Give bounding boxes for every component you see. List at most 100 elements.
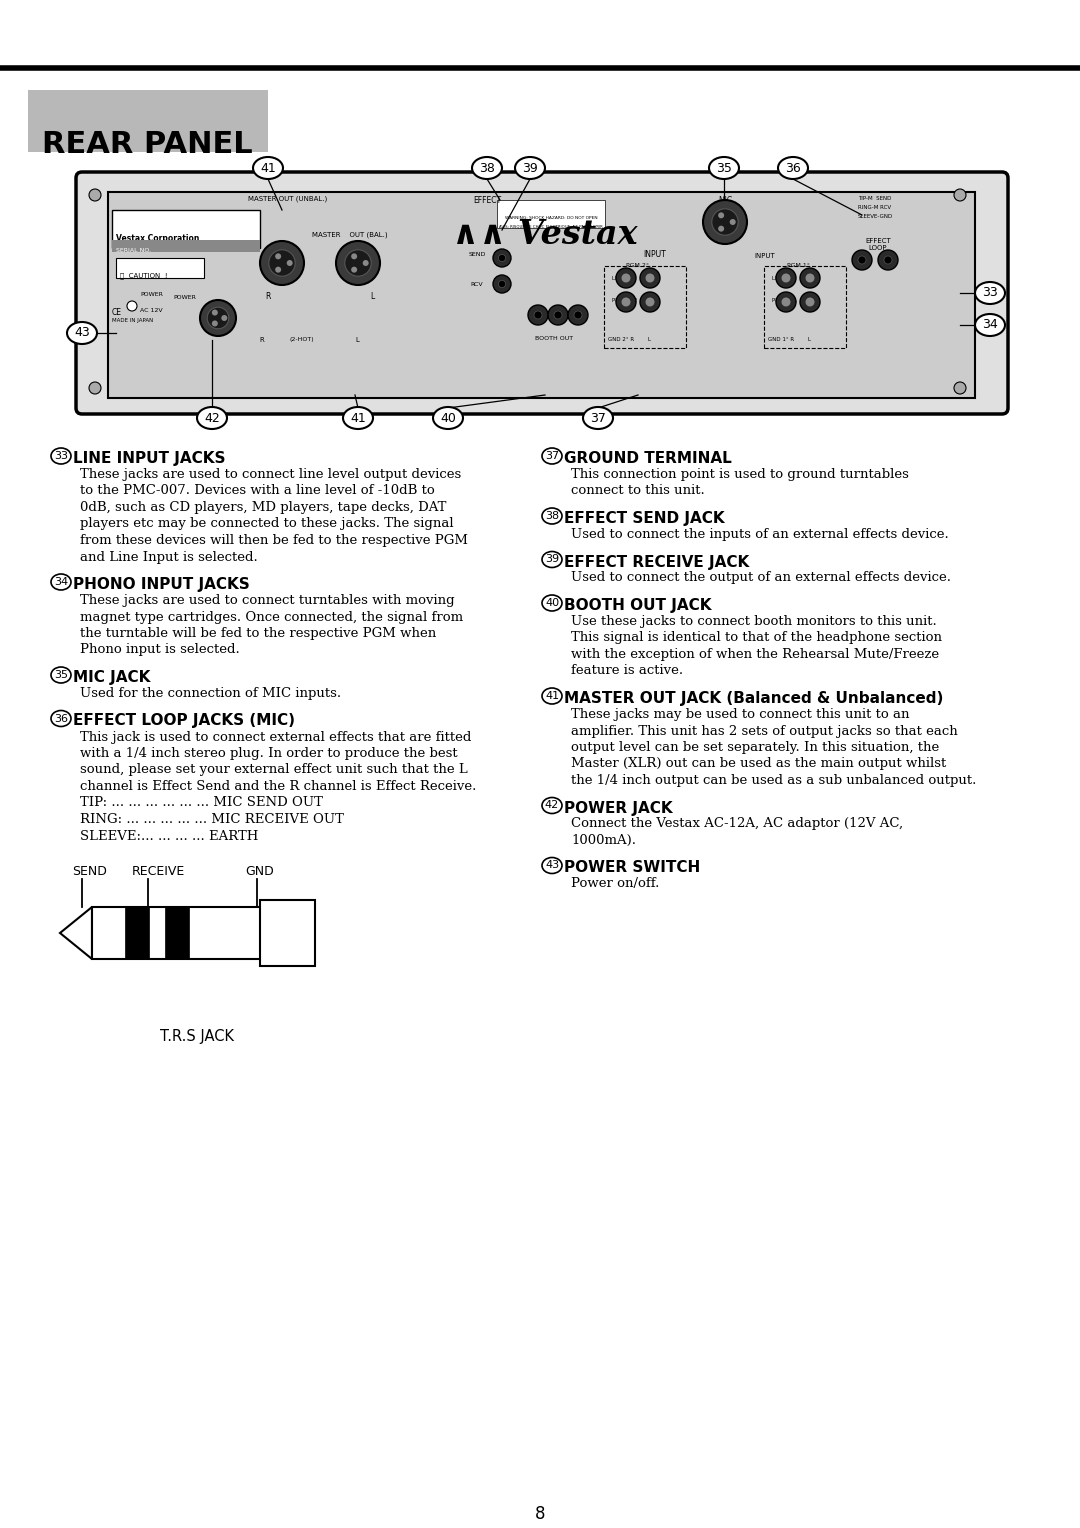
Ellipse shape <box>778 157 808 179</box>
Text: Used for the connection of MIC inputs.: Used for the connection of MIC inputs. <box>80 688 341 700</box>
Text: with the exception of when the Rehearsal Mute/Freeze: with the exception of when the Rehearsal… <box>571 648 940 662</box>
Text: channel is Effect Send and the R channel is Effect Receive.: channel is Effect Send and the R channel… <box>80 779 476 793</box>
Circle shape <box>207 307 229 329</box>
Circle shape <box>646 274 654 283</box>
Circle shape <box>200 299 237 336</box>
Text: These jacks are used to connect line level output devices: These jacks are used to connect line lev… <box>80 468 461 481</box>
Text: POWER: POWER <box>174 295 197 299</box>
Text: SERIAL NO.: SERIAL NO. <box>116 248 151 254</box>
Text: 35: 35 <box>54 669 68 680</box>
Text: AVIS: RISQUE DE CHOC ELECTRIQUE: NE PAS OUVRIR: AVIS: RISQUE DE CHOC ELECTRIQUE: NE PAS … <box>499 225 603 228</box>
Ellipse shape <box>542 857 562 874</box>
Text: R: R <box>259 338 265 342</box>
Text: SLEEVE-GND: SLEEVE-GND <box>858 214 893 219</box>
Text: 41: 41 <box>545 691 559 701</box>
Circle shape <box>777 292 796 312</box>
Text: Vestax Corporation: Vestax Corporation <box>116 234 200 243</box>
Ellipse shape <box>708 157 739 179</box>
Text: SEND: SEND <box>469 252 486 257</box>
Ellipse shape <box>343 406 373 429</box>
Text: 41: 41 <box>350 411 366 425</box>
Circle shape <box>89 382 102 394</box>
Text: 34: 34 <box>982 318 998 332</box>
Text: WARNING: SHOCK HAZARD: DO NOT OPEN: WARNING: SHOCK HAZARD: DO NOT OPEN <box>504 215 597 220</box>
Circle shape <box>806 298 814 307</box>
Circle shape <box>345 249 372 277</box>
Text: 39: 39 <box>545 555 559 564</box>
Text: to the PMC-007. Devices with a line level of -10dB to: to the PMC-007. Devices with a line leve… <box>80 484 435 498</box>
Text: BOOTH OUT JACK: BOOTH OUT JACK <box>564 597 712 613</box>
Text: CE: CE <box>112 309 122 316</box>
Text: 42: 42 <box>545 801 559 810</box>
Text: R: R <box>266 292 271 301</box>
Text: PGM 1°: PGM 1° <box>786 263 809 267</box>
Ellipse shape <box>472 157 502 179</box>
Text: connect to this unit.: connect to this unit. <box>571 484 705 498</box>
Bar <box>165 908 189 960</box>
Circle shape <box>646 298 654 307</box>
Ellipse shape <box>542 552 562 567</box>
Text: the 1/4 inch output can be used as a sub unbalanced output.: the 1/4 inch output can be used as a sub… <box>571 775 976 787</box>
Text: POWER JACK: POWER JACK <box>564 801 673 816</box>
Text: 40: 40 <box>440 411 456 425</box>
Text: L: L <box>369 292 374 301</box>
Text: 38: 38 <box>545 510 559 521</box>
Ellipse shape <box>542 448 562 465</box>
Text: with a 1/4 inch stereo plug. In order to produce the best: with a 1/4 inch stereo plug. In order to… <box>80 747 458 759</box>
Bar <box>125 908 149 960</box>
Text: Used to connect the inputs of an external effects device.: Used to connect the inputs of an externa… <box>571 529 948 541</box>
Text: TIP-M  SEND: TIP-M SEND <box>858 196 891 202</box>
Bar <box>497 200 605 228</box>
Text: MASTER    OUT (BAL.): MASTER OUT (BAL.) <box>312 232 388 238</box>
Text: INPUT: INPUT <box>644 251 666 260</box>
Circle shape <box>712 209 739 235</box>
Text: POWER: POWER <box>140 292 163 296</box>
Text: 39: 39 <box>522 162 538 174</box>
Text: 42: 42 <box>204 411 220 425</box>
Circle shape <box>351 267 357 272</box>
Circle shape <box>640 267 660 287</box>
Ellipse shape <box>51 711 71 726</box>
Circle shape <box>852 251 872 270</box>
Text: 35: 35 <box>716 162 732 174</box>
Text: These jacks are used to connect turntables with moving: These jacks are used to connect turntabl… <box>80 594 455 607</box>
Text: 40: 40 <box>545 597 559 608</box>
Ellipse shape <box>253 157 283 179</box>
Bar <box>92 908 282 960</box>
Ellipse shape <box>542 594 562 611</box>
Text: TIP: ... ... ... ... ... ... MIC SEND OUT: TIP: ... ... ... ... ... ... MIC SEND OU… <box>80 796 323 810</box>
Bar <box>112 209 260 248</box>
Text: EFFECT SEND JACK: EFFECT SEND JACK <box>564 510 725 526</box>
Circle shape <box>718 212 725 219</box>
Text: feature is active.: feature is active. <box>571 665 684 677</box>
Circle shape <box>718 226 725 232</box>
Ellipse shape <box>583 406 613 429</box>
Circle shape <box>954 382 966 394</box>
Circle shape <box>621 274 631 283</box>
Text: These jacks may be used to connect this unit to an: These jacks may be used to connect this … <box>571 707 909 721</box>
Circle shape <box>528 306 548 325</box>
Text: PHONO 1: PHONO 1 <box>772 298 797 303</box>
Text: L: L <box>808 338 811 342</box>
Bar <box>260 900 315 966</box>
Bar <box>604 266 686 348</box>
Circle shape <box>730 219 735 225</box>
Text: 1000mA).: 1000mA). <box>571 834 636 847</box>
Ellipse shape <box>51 575 71 590</box>
Text: RING-M RCV: RING-M RCV <box>858 205 891 209</box>
Text: Connect the Vestax AC-12A, AC adaptor (12V AC,: Connect the Vestax AC-12A, AC adaptor (1… <box>571 817 903 831</box>
Ellipse shape <box>542 507 562 524</box>
Text: 37: 37 <box>545 451 559 461</box>
Text: 37: 37 <box>590 411 606 425</box>
Circle shape <box>616 292 636 312</box>
Circle shape <box>212 310 218 316</box>
Text: from these devices will then be fed to the respective PGM: from these devices will then be fed to t… <box>80 533 468 547</box>
Text: MIC: MIC <box>718 196 732 205</box>
Circle shape <box>806 274 814 283</box>
Bar <box>112 240 260 252</box>
Text: L: L <box>355 338 359 342</box>
Text: GROUND TERMINAL: GROUND TERMINAL <box>564 451 732 466</box>
Text: RING: ... ... ... ... ... MIC RECEIVE OUT: RING: ... ... ... ... ... MIC RECEIVE OU… <box>80 813 343 827</box>
Bar <box>116 258 204 278</box>
Circle shape <box>275 254 281 260</box>
